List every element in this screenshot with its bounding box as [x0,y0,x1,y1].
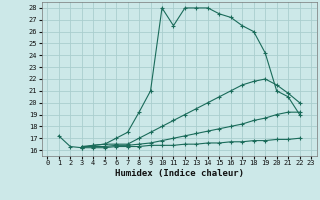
X-axis label: Humidex (Indice chaleur): Humidex (Indice chaleur) [115,169,244,178]
